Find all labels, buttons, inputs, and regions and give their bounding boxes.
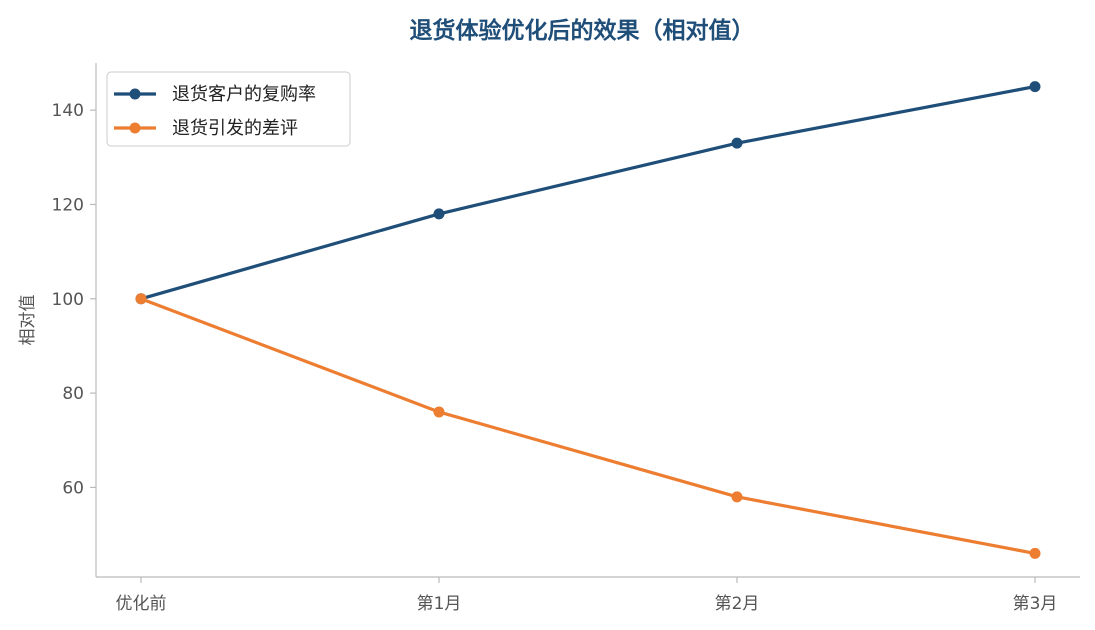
data-point	[731, 137, 743, 149]
y-ticks: 60 80 100 120 140	[52, 101, 96, 498]
series-line	[139, 297, 1037, 556]
data-point	[1029, 81, 1041, 93]
data-point	[135, 293, 147, 305]
legend-label: 退货引发的差评	[172, 118, 298, 139]
x-tick-label: 第3月	[1013, 594, 1058, 614]
data-point	[433, 208, 445, 220]
y-tick-label: 100	[52, 290, 84, 310]
chart-title: 退货体验优化后的效果（相对值）	[410, 17, 755, 44]
data-point	[1029, 547, 1041, 559]
x-ticks: 优化前 第1月 第2月 第3月	[116, 577, 1058, 614]
y-tick-label: 80	[62, 384, 84, 404]
data-point	[731, 491, 743, 503]
x-tick-label: 优化前	[116, 594, 167, 614]
legend-box	[106, 71, 351, 147]
series-layer	[135, 81, 1041, 559]
y-tick-label: 140	[52, 101, 84, 121]
data-point	[433, 406, 445, 418]
y-axis-title: 相对值	[18, 295, 38, 346]
legend-swatch-marker	[129, 88, 141, 100]
y-tick-label: 60	[62, 478, 84, 498]
series-1	[135, 293, 1041, 559]
x-tick-label: 第2月	[715, 594, 760, 614]
x-tick-label: 第1月	[417, 594, 462, 614]
legend-swatch-marker	[129, 122, 141, 134]
y-tick-label: 120	[52, 195, 84, 215]
legend-label: 退货客户的复购率	[172, 84, 316, 105]
series-line	[139, 84, 1037, 301]
